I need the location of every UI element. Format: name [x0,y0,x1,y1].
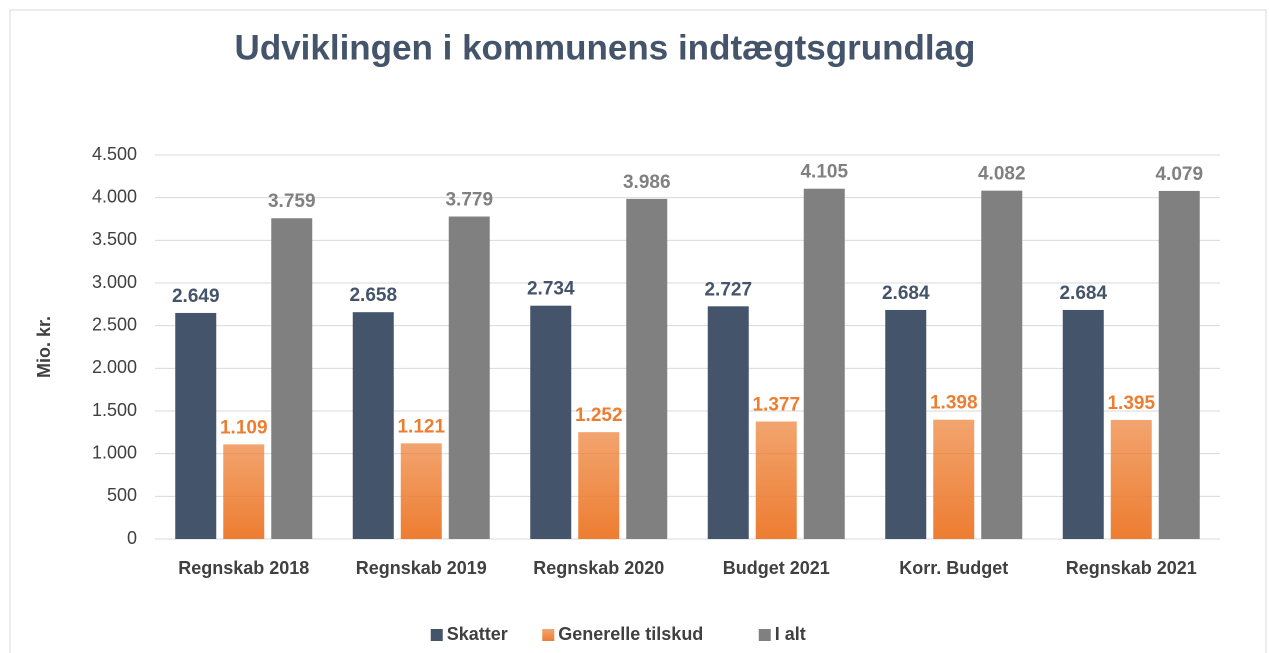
value-label: 1.398 [930,393,978,414]
bar [933,419,975,539]
bar [755,421,797,539]
x-tick-label: Korr. Budget [899,558,1008,578]
value-label: 3.759 [268,191,316,212]
y-tick-label: 0 [127,528,137,548]
value-label: 3.986 [623,172,671,193]
value-label: 2.658 [349,285,397,306]
value-label: 2.684 [1059,283,1107,304]
legend-swatch [430,629,443,641]
bar [175,312,217,539]
legend-label: I alt [775,624,806,644]
x-tick-label: Regnskab 2020 [533,558,664,578]
y-tick-label: 3.500 [92,229,137,249]
value-label: 2.684 [882,283,930,304]
y-tick-label: 1.000 [92,442,137,462]
value-label: 1.395 [1107,393,1155,414]
x-tick-label: Regnskab 2021 [1066,558,1197,578]
value-label: 1.377 [752,395,800,416]
bar [271,218,313,539]
bar [352,312,394,539]
x-tick-label: Regnskab 2019 [356,558,487,578]
y-tick-label: 2.000 [92,357,137,377]
bar [1110,419,1152,539]
x-tick-label: Budget 2021 [723,558,830,578]
value-label: 4.082 [978,164,1026,185]
bar [1158,190,1200,539]
value-label: 2.727 [704,279,752,300]
y-tick-label: 1.500 [92,400,137,420]
bar [400,443,442,539]
value-label: 4.105 [800,162,848,183]
y-tick-label: 500 [107,485,137,505]
legend-label: Skatter [447,624,508,644]
bar [626,198,668,539]
y-tick-label: 3.000 [92,272,137,292]
value-label: 4.079 [1155,164,1203,185]
bar [578,432,620,539]
bar [1062,309,1104,539]
bar [448,216,490,539]
legend-swatch [542,629,555,641]
value-label: 2.649 [172,286,220,307]
x-tick-label: Regnskab 2018 [178,558,309,578]
bar [803,188,845,539]
bar [981,190,1023,540]
legend-label: Generelle tilskud [558,624,703,644]
y-tick-label: 4.500 [92,144,137,164]
y-tick-label: 4.000 [92,186,137,206]
legend-swatch [758,629,771,641]
y-axis-label: Mio. kr. [34,316,54,378]
bar [223,444,265,539]
value-label: 3.779 [445,190,493,211]
bar [885,309,927,539]
bar [707,306,749,539]
y-tick-label: 2.500 [92,314,137,334]
value-label: 1.121 [397,416,445,437]
value-label: 1.109 [220,417,268,438]
chart-title: Udviklingen i kommunens indtægtsgrundlag [235,28,976,67]
bar [530,305,572,539]
value-label: 1.252 [575,405,623,426]
value-label: 2.734 [527,279,575,300]
